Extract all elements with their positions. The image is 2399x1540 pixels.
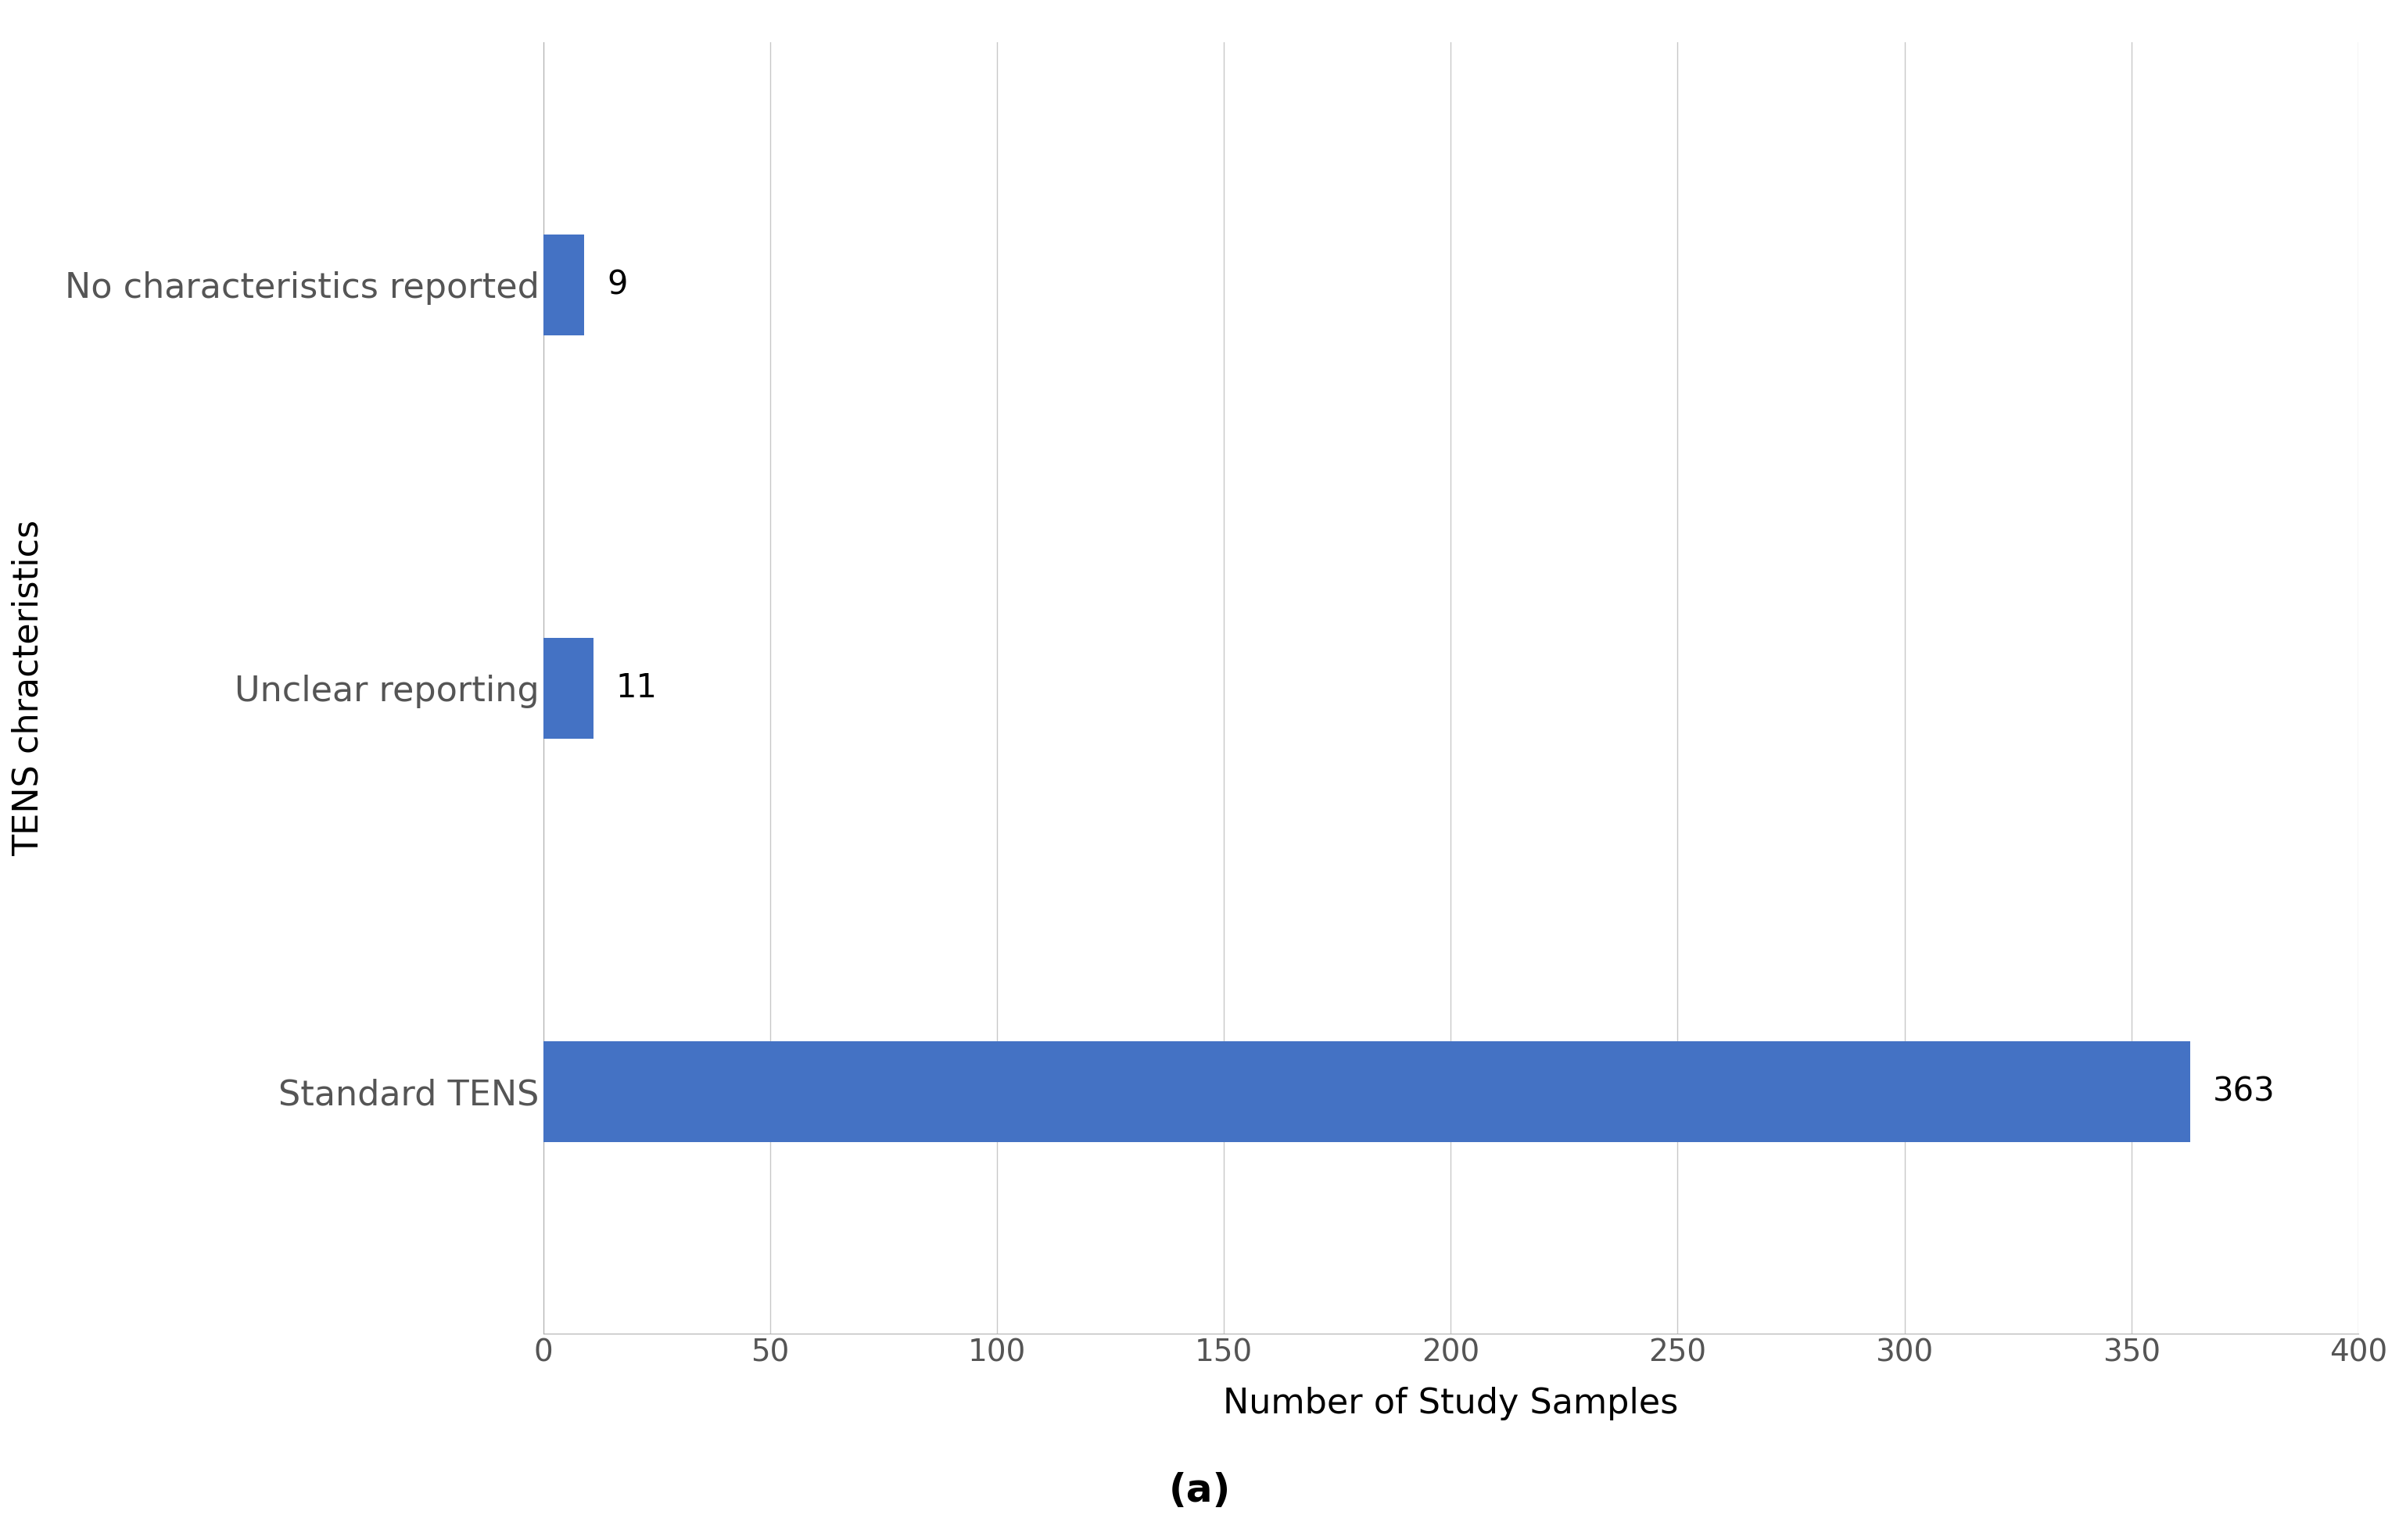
X-axis label: Number of Study Samples: Number of Study Samples: [1223, 1388, 1679, 1420]
Text: 11: 11: [617, 671, 657, 705]
Text: 9: 9: [607, 268, 629, 300]
Bar: [542, 1041, 2190, 1143]
Text: 363: 363: [2212, 1075, 2274, 1109]
Bar: [542, 234, 583, 336]
Y-axis label: TENS chracteristics: TENS chracteristics: [12, 521, 46, 856]
Bar: [542, 638, 593, 739]
Text: (a): (a): [1168, 1472, 1231, 1509]
